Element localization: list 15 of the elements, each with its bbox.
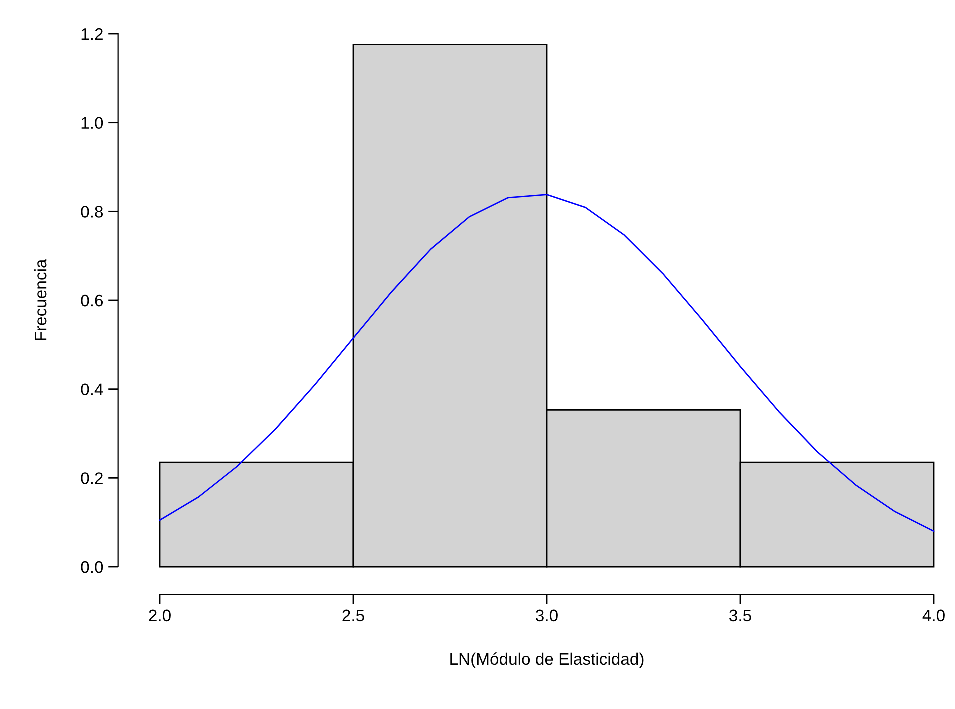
x-axis-title: LN(Módulo de Elasticidad) (450, 652, 644, 668)
x-tick-label: 3.0 (536, 610, 558, 622)
y-tick-label: 1.2 (82, 28, 103, 40)
y-axis-title: Frecuencia (34, 259, 47, 340)
x-tick-label: 2.0 (149, 610, 171, 622)
y-tick-label: 0.4 (81, 384, 104, 396)
y-tick-label: 0.0 (81, 561, 104, 574)
y-tick-label: 1.0 (82, 117, 104, 130)
line-series (159, 194, 935, 532)
y-tick-label: 0.6 (81, 294, 104, 307)
x-tick-label: 2.5 (342, 610, 364, 622)
y-tick-label: 0.8 (81, 206, 104, 218)
x-tick-label: 3.5 (730, 610, 752, 622)
y-tick-label: 0.2 (81, 472, 103, 484)
x-tick-label: 4.0 (922, 610, 945, 622)
